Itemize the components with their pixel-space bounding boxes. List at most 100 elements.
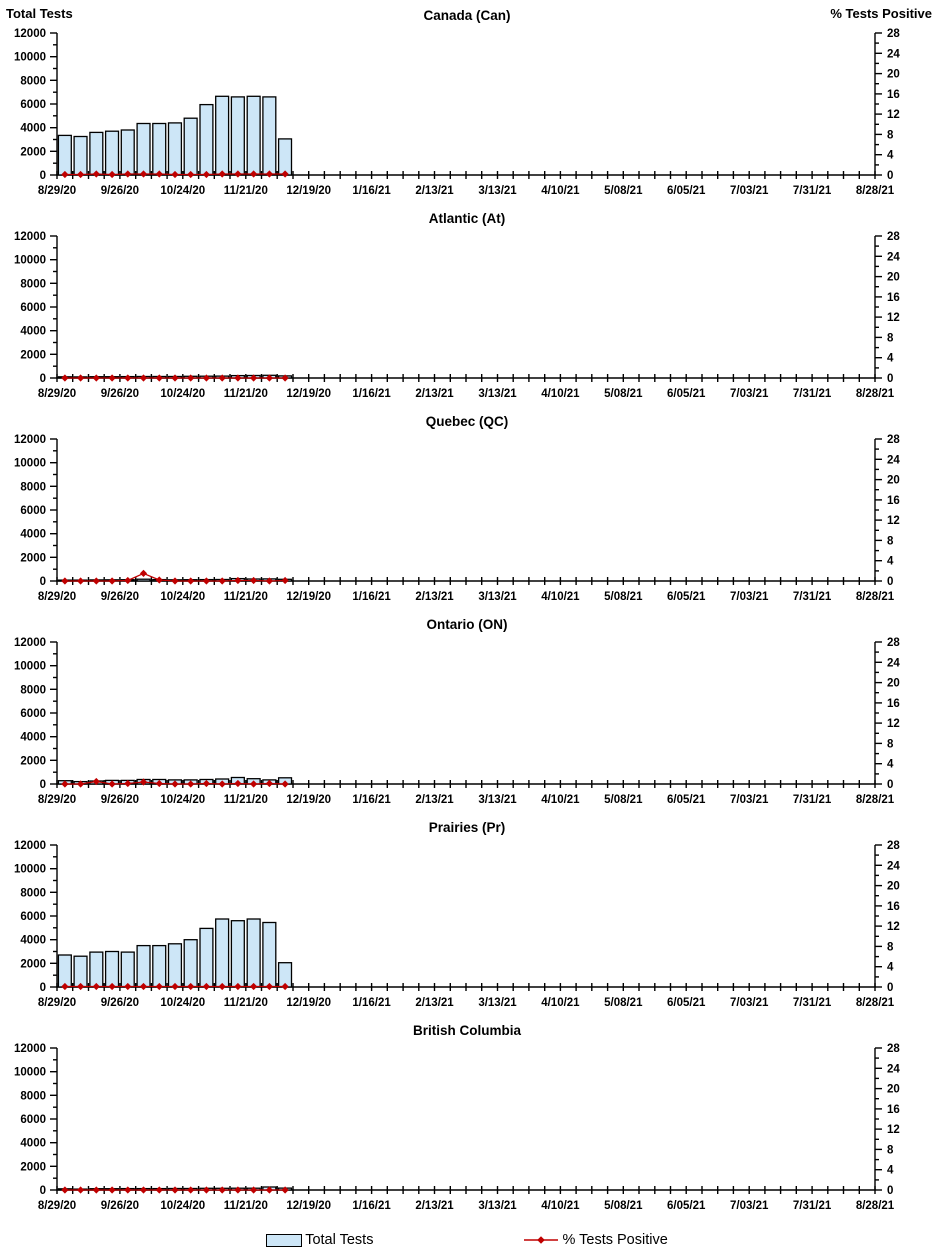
panel-head-quebec: Quebec (QC) — [0, 412, 934, 434]
svg-text:12: 12 — [887, 718, 900, 730]
pct-positive-markers — [61, 1186, 289, 1194]
svg-text:16: 16 — [887, 698, 900, 710]
svg-text:10/24/20: 10/24/20 — [160, 1200, 205, 1212]
chart-panel-ontario: Ontario (ON) 0 2000 4000 6000 8000 10000 12000… — [0, 615, 934, 818]
pct-positive-markers — [61, 374, 289, 382]
svg-text:6/05/21: 6/05/21 — [667, 388, 706, 400]
line-diamond-icon — [524, 1236, 559, 1244]
panel-title-quebec: Quebec (QC) — [425, 414, 509, 429]
svg-text:8/28/21: 8/28/21 — [856, 794, 895, 806]
svg-text:2/13/21: 2/13/21 — [415, 997, 454, 1009]
svg-text:12/19/20: 12/19/20 — [286, 591, 331, 603]
svg-text:0: 0 — [40, 982, 46, 994]
svg-text:5/08/21: 5/08/21 — [604, 388, 643, 400]
british-columbia-chart: 0 2000 4000 6000 8000 10000 12000 0 4 8 12 16 20 24 28… — [14, 1043, 900, 1212]
svg-text:28: 28 — [887, 1043, 900, 1055]
svg-text:8000: 8000 — [20, 481, 46, 493]
svg-text:9/26/20: 9/26/20 — [101, 794, 139, 806]
svg-text:2000: 2000 — [20, 755, 46, 767]
svg-text:7/31/21: 7/31/21 — [793, 185, 832, 197]
left-axis-title: Total Tests — [6, 6, 73, 21]
svg-text:5/08/21: 5/08/21 — [604, 997, 643, 1009]
svg-text:20: 20 — [887, 678, 900, 690]
axis-labels: 0 2000 4000 6000 8000 10000 12000 0 4 8 12 16 20 24 28… — [14, 28, 900, 197]
svg-text:4000: 4000 — [20, 732, 46, 744]
svg-text:8000: 8000 — [20, 278, 46, 290]
svg-text:7/03/21: 7/03/21 — [730, 388, 769, 400]
svg-text:12/19/20: 12/19/20 — [286, 1200, 331, 1212]
svg-text:12000: 12000 — [14, 840, 46, 852]
chart-panel-british-columbia: British Columbia 0 2000 4000 6000 8000 10000 1… — [0, 1021, 934, 1224]
svg-text:10/24/20: 10/24/20 — [160, 591, 205, 603]
svg-text:16: 16 — [887, 901, 900, 913]
svg-text:8/29/20: 8/29/20 — [38, 185, 76, 197]
svg-text:8/28/21: 8/28/21 — [856, 185, 895, 197]
svg-text:4/10/21: 4/10/21 — [541, 388, 580, 400]
svg-text:4000: 4000 — [20, 529, 46, 541]
svg-text:6000: 6000 — [20, 708, 46, 720]
svg-text:4000: 4000 — [20, 123, 46, 135]
svg-text:6000: 6000 — [20, 1114, 46, 1126]
svg-text:2/13/21: 2/13/21 — [415, 1200, 454, 1212]
chart-panel-prairies: Prairies (Pr) 0 2000 4000 6000 8000 10000 1200… — [0, 818, 934, 1021]
svg-text:3/13/21: 3/13/21 — [478, 794, 517, 806]
svg-text:0: 0 — [887, 170, 893, 182]
chart-legend: Total Tests % Tests Positive — [0, 1224, 934, 1258]
svg-text:24: 24 — [887, 251, 900, 263]
svg-text:4/10/21: 4/10/21 — [541, 794, 580, 806]
svg-text:8: 8 — [887, 129, 894, 141]
svg-text:12000: 12000 — [14, 637, 46, 649]
svg-text:4000: 4000 — [20, 326, 46, 338]
panel-head-atlantic: Atlantic (At) — [0, 209, 934, 231]
legend-total-tests: Total Tests — [266, 1232, 373, 1248]
pct-positive-markers — [61, 569, 289, 585]
svg-text:9/26/20: 9/26/20 — [101, 591, 139, 603]
svg-text:28: 28 — [887, 28, 900, 40]
svg-text:4: 4 — [887, 962, 894, 974]
svg-text:4/10/21: 4/10/21 — [541, 591, 580, 603]
svg-text:1/16/21: 1/16/21 — [352, 388, 391, 400]
svg-text:10000: 10000 — [14, 458, 46, 470]
svg-text:4: 4 — [887, 759, 894, 771]
svg-text:8: 8 — [887, 941, 894, 953]
svg-text:4000: 4000 — [20, 1138, 46, 1150]
svg-text:9/26/20: 9/26/20 — [101, 185, 139, 197]
svg-text:7/31/21: 7/31/21 — [793, 794, 832, 806]
panel-head-british-columbia: British Columbia — [0, 1021, 934, 1043]
bar-swatch-icon — [266, 1233, 303, 1247]
total-tests-bars — [57, 918, 293, 988]
svg-text:12000: 12000 — [14, 231, 46, 243]
svg-text:2000: 2000 — [20, 552, 46, 564]
panel-title-prairies: Prairies (Pr) — [428, 820, 506, 835]
svg-text:0: 0 — [887, 779, 893, 791]
svg-text:11/21/20: 11/21/20 — [224, 794, 268, 806]
panel-head-prairies: Prairies (Pr) — [0, 818, 934, 840]
svg-text:6/05/21: 6/05/21 — [667, 794, 706, 806]
svg-text:7/03/21: 7/03/21 — [730, 997, 769, 1009]
svg-text:16: 16 — [887, 292, 900, 304]
svg-text:6/05/21: 6/05/21 — [667, 185, 706, 197]
ontario-chart: 0 2000 4000 6000 8000 10000 12000 0 4 8 12 16 20 24 28… — [14, 637, 900, 806]
svg-text:10000: 10000 — [14, 864, 46, 876]
svg-text:0: 0 — [40, 576, 46, 588]
svg-text:12000: 12000 — [14, 1043, 46, 1055]
axis-labels: 0 2000 4000 6000 8000 10000 12000 0 4 8 12 16 20 24 28… — [14, 840, 900, 1009]
svg-text:5/08/21: 5/08/21 — [604, 591, 643, 603]
chart-panel-quebec: Quebec (QC) 0 2000 4000 6000 8000 10000 12000 0… — [0, 412, 934, 615]
svg-text:2000: 2000 — [20, 958, 46, 970]
svg-text:6/05/21: 6/05/21 — [667, 591, 706, 603]
axes — [50, 641, 882, 788]
axes — [50, 32, 882, 179]
svg-text:6000: 6000 — [20, 505, 46, 517]
panel-title-ontario: Ontario (ON) — [426, 617, 508, 632]
svg-text:8000: 8000 — [20, 887, 46, 899]
svg-text:10/24/20: 10/24/20 — [160, 794, 205, 806]
svg-text:12000: 12000 — [14, 28, 46, 40]
svg-text:16: 16 — [887, 495, 900, 507]
svg-text:2000: 2000 — [20, 1161, 46, 1173]
svg-text:4: 4 — [887, 353, 894, 365]
svg-text:11/21/20: 11/21/20 — [224, 185, 268, 197]
svg-text:8/29/20: 8/29/20 — [38, 794, 76, 806]
svg-text:2/13/21: 2/13/21 — [415, 591, 454, 603]
svg-text:8/28/21: 8/28/21 — [856, 591, 895, 603]
